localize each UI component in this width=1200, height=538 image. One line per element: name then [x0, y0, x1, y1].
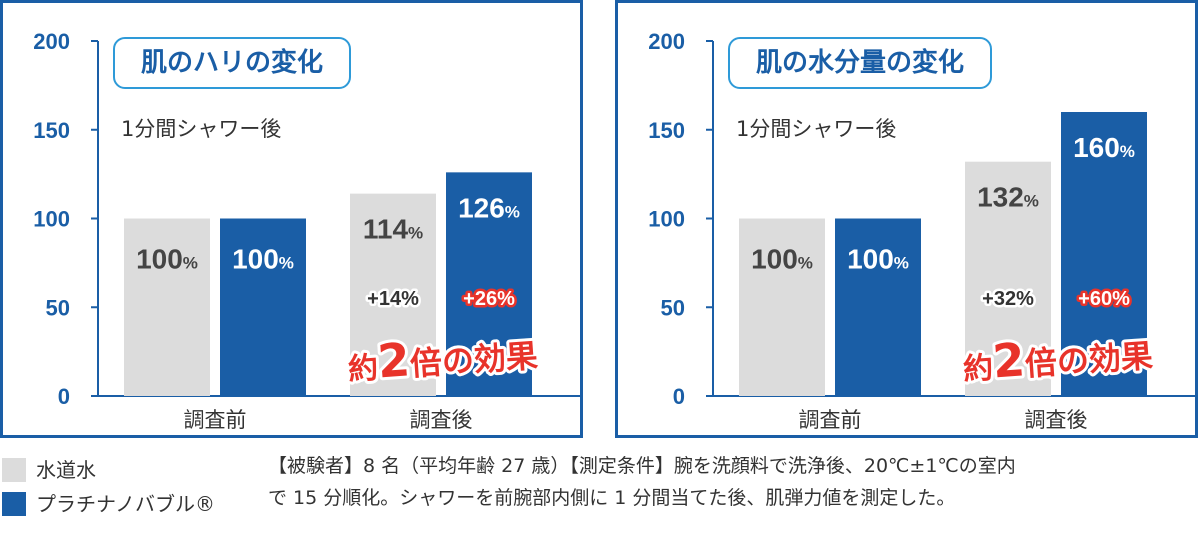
y-tick-label: 100 [33, 207, 70, 232]
chart-svg: 0 50 100 150 200 100% 100% 調査前 132% 160% 調査後 +32% +6… [648, 29, 1195, 432]
x-tick-label: 調査前 [184, 408, 247, 432]
change-label: +32% [982, 288, 1034, 310]
bar-platinum-nanobubble [835, 218, 921, 396]
y-tick-label: 150 [648, 118, 685, 143]
bar-tap-water [124, 218, 210, 396]
change-label: +14% [367, 288, 419, 310]
legend-label: プラチナノバブル® [36, 492, 215, 516]
bar-value-label: 114% [363, 214, 423, 245]
y-tick-label: 100 [648, 207, 685, 232]
y-tick-label: 150 [33, 118, 70, 143]
annotation-double-effect: 約2倍の効果 [346, 323, 539, 390]
bar-value-label: 100% [751, 244, 813, 275]
y-tick-label: 0 [673, 384, 685, 409]
legend-swatch [2, 458, 26, 482]
bar-value-label: 132% [977, 182, 1039, 213]
bar-platinum-nanobubble [446, 172, 532, 396]
bar-tap-water [350, 193, 436, 396]
bar-value-label: 100% [847, 244, 909, 275]
chart-title: 肌の水分量の変化 [728, 37, 993, 89]
chart-svg: 0 50 100 150 200 100% 100% 調査前 114% 126% 調査後 +14% +2… [33, 29, 580, 432]
x-tick-label: 調査前 [799, 408, 862, 432]
y-tick-label: 0 [58, 384, 70, 409]
footnote-line: で 15 分順化。シャワーを前腕部内側に 1 分間当てた後、肌弾力値を測定した。 [268, 487, 956, 509]
chart-subtitle: 1分間シャワー後 [121, 117, 282, 141]
footnote-line: 【被験者】8 名（平均年齢 27 歳）【測定条件】腕を洗顔料で洗浄後、20℃±1… [268, 455, 1016, 477]
chart-panel-skin-moisture: 0 50 100 150 200 100% 100% 調査前 132% 160% 調査後 +32% +6… [615, 0, 1198, 438]
legend-label: 水道水 [36, 458, 96, 482]
bar-platinum-nanobubble [220, 218, 306, 396]
y-tick-label: 50 [46, 295, 70, 320]
x-tick-label: 調査後 [410, 408, 473, 432]
bar-tap-water [965, 161, 1051, 396]
chart-subtitle: 1分間シャワー後 [736, 117, 897, 141]
bar-platinum-nanobubble [1061, 112, 1147, 396]
change-label: +26% [463, 288, 515, 310]
bar-value-label: 100% [232, 244, 294, 275]
bar-value-label: 160% [1073, 132, 1135, 163]
footnote: 【被験者】8 名（平均年齢 27 歳）【測定条件】腕を洗顔料で洗浄後、20℃±1… [268, 450, 1193, 514]
change-label: +60% [1078, 288, 1130, 310]
y-tick-label: 200 [33, 29, 70, 54]
bar-value-label: 126% [458, 192, 520, 223]
legend-swatch [2, 492, 26, 516]
bar-tap-water [739, 218, 825, 396]
y-tick-label: 50 [661, 295, 685, 320]
bar-value-label: 100% [136, 244, 198, 275]
x-tick-label: 調査後 [1025, 408, 1088, 432]
y-tick-label: 200 [648, 29, 685, 54]
chart-title: 肌のハリの変化 [113, 37, 352, 89]
chart-panel-skin-firmness: 0 50 100 150 200 100% 100% 調査前 114% 126% 調査後 +14% +2… [0, 0, 583, 438]
